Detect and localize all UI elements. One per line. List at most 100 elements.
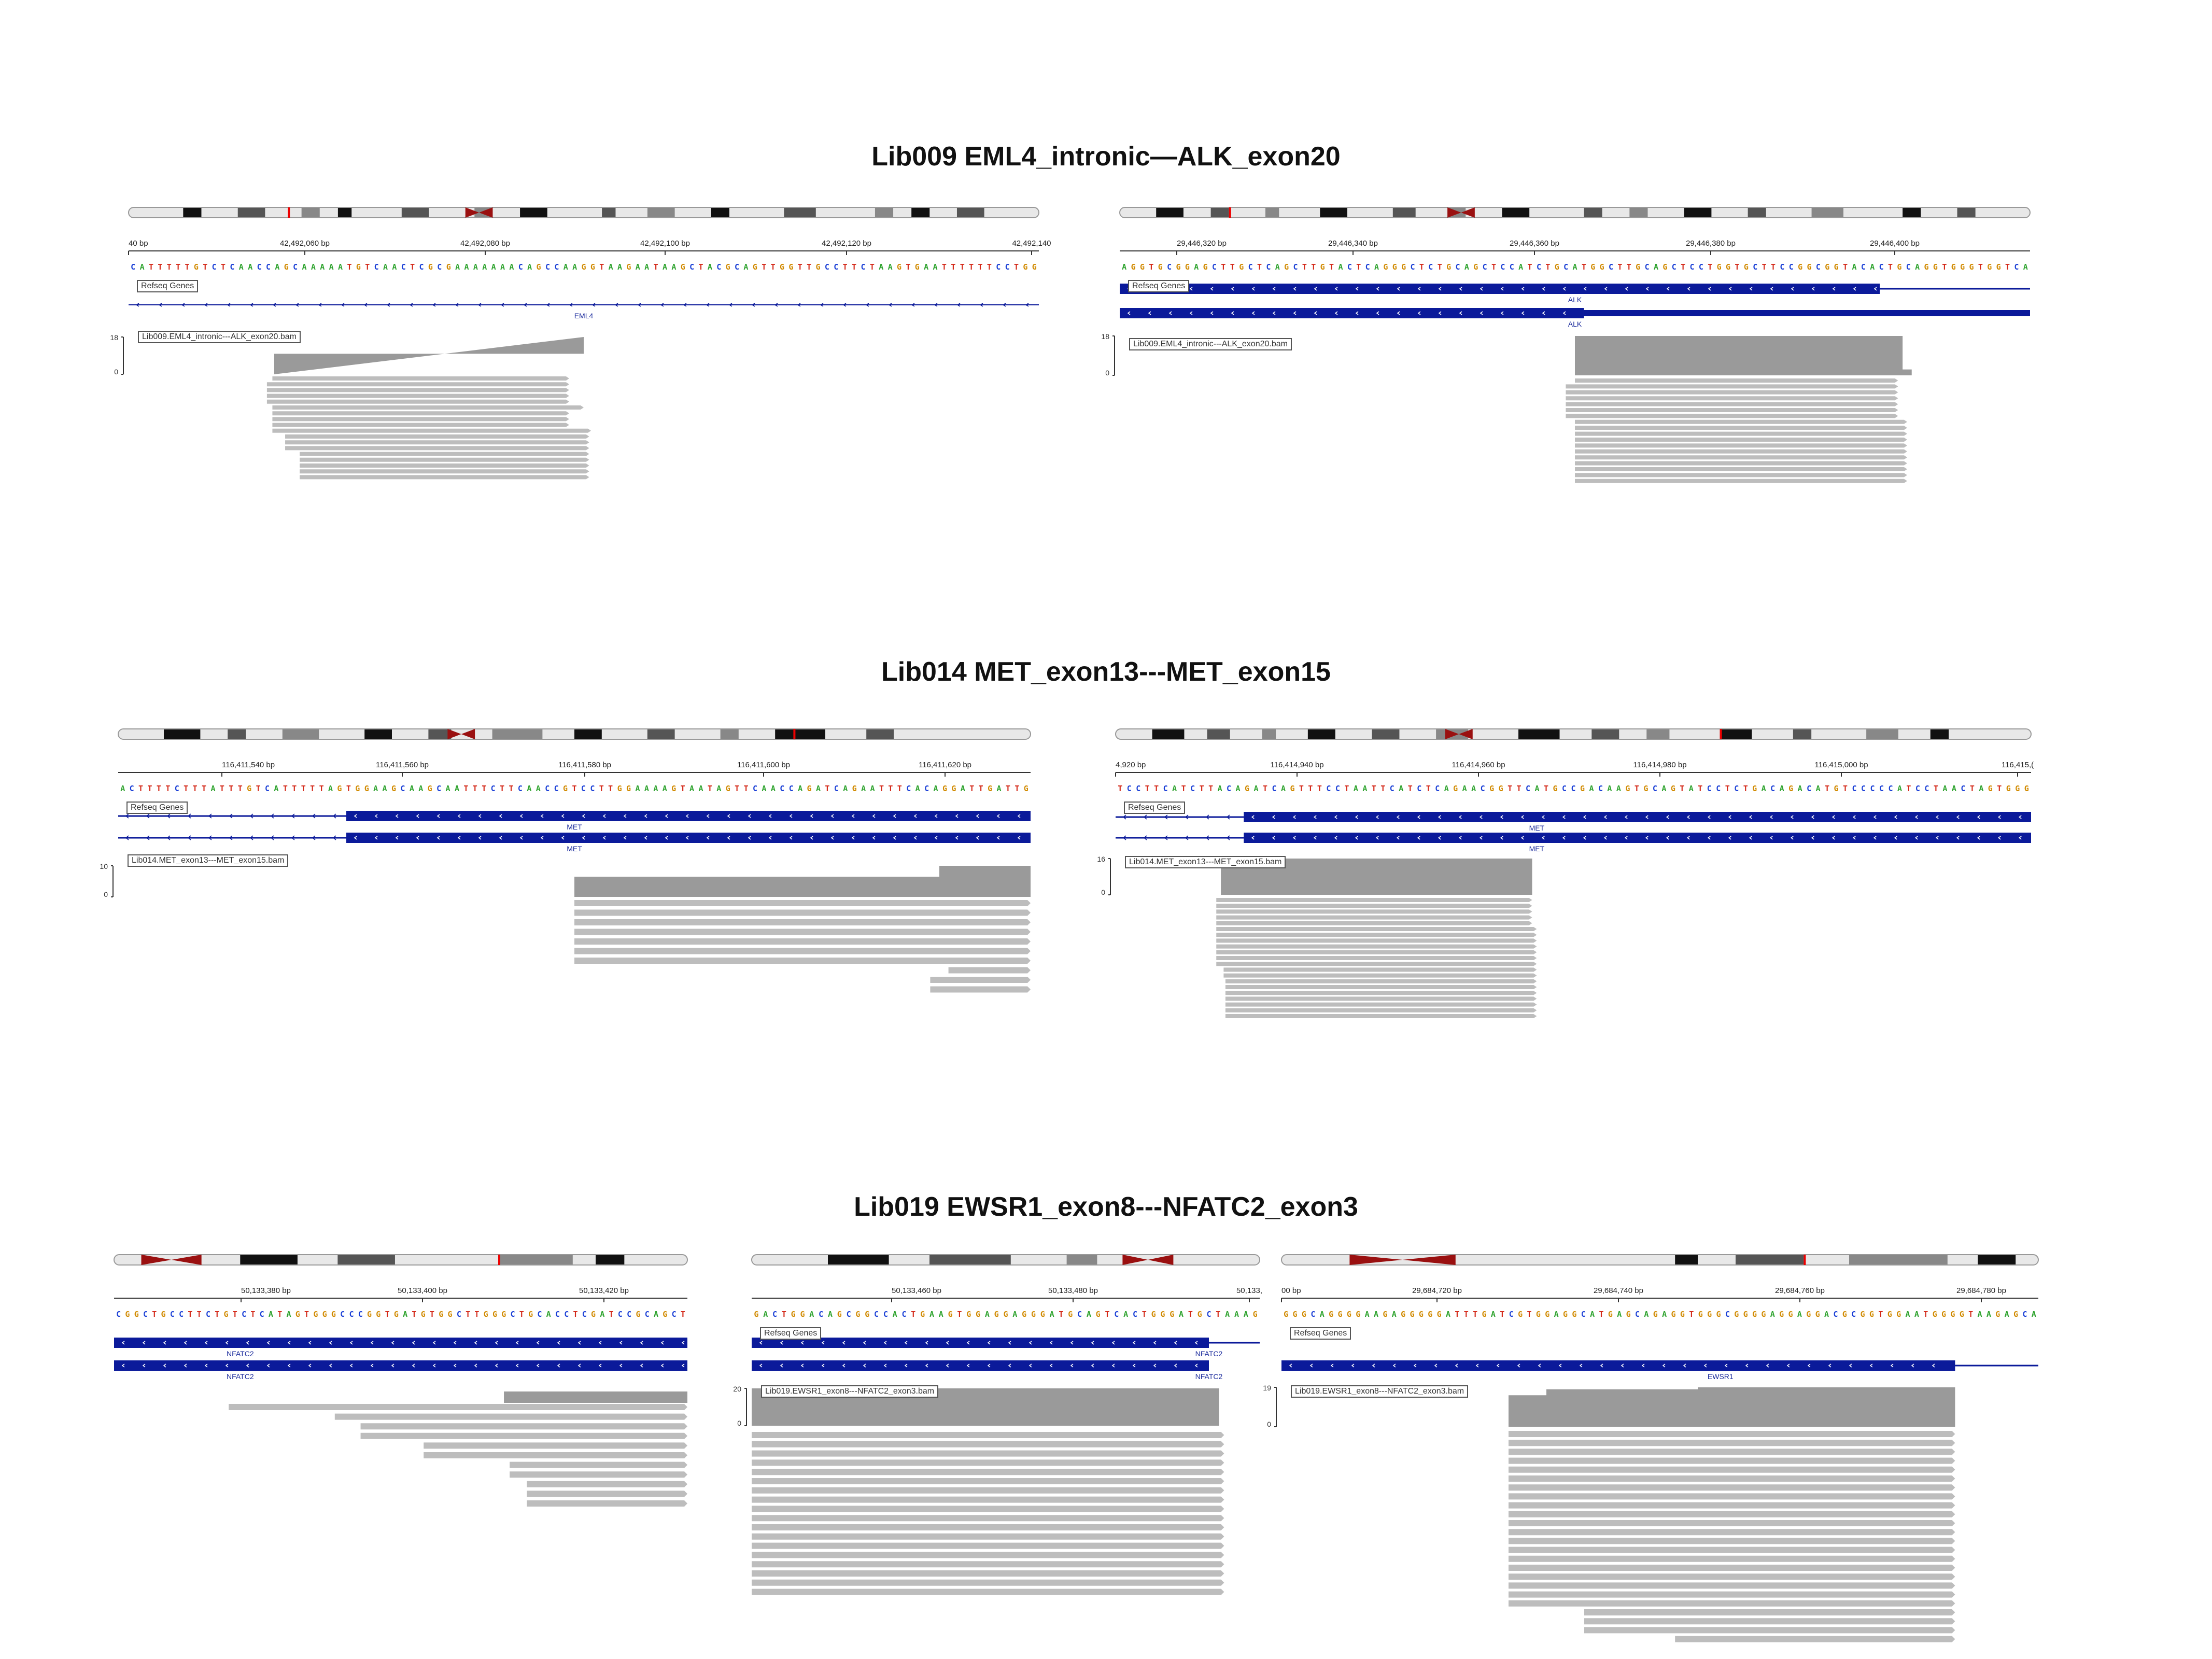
chromosome-ideogram[interactable] [1115,728,2032,740]
aligned-read[interactable] [1509,1449,1955,1455]
aligned-read[interactable] [1575,426,1907,430]
alignment-reads[interactable] [1566,378,1907,483]
aligned-read[interactable] [1566,408,1898,412]
aligned-read[interactable] [360,1423,687,1430]
aligned-read[interactable] [752,1561,1224,1568]
aligned-read[interactable] [1566,414,1898,418]
aligned-read[interactable] [752,1533,1224,1540]
aligned-read[interactable] [752,1515,1224,1522]
refseq-gene-track[interactable]: MET MET [118,811,1031,853]
aligned-read[interactable] [1509,1565,1955,1571]
aligned-read[interactable] [510,1461,687,1468]
aligned-read[interactable] [1225,1008,1537,1013]
aligned-read[interactable] [1509,1555,1955,1562]
aligned-read[interactable] [752,1450,1224,1457]
refseq-gene-track[interactable]: EWSR1 [1281,1360,2038,1381]
bam-track-label[interactable]: Lib014.MET_exon13---MET_exon15.bam [1125,856,1286,868]
aligned-read[interactable] [574,909,1031,916]
aligned-read[interactable] [266,399,569,404]
aligned-read[interactable] [285,440,589,445]
aligned-read[interactable] [574,958,1031,964]
aligned-read[interactable] [1509,1600,1955,1607]
aligned-read[interactable] [1509,1538,1955,1544]
aligned-read[interactable] [1216,962,1537,966]
refseq-genes-track-label[interactable]: Refseq Genes [1290,1327,1351,1340]
refseq-gene-track[interactable]: EML4 [129,303,1039,320]
aligned-read[interactable] [424,1442,687,1449]
aligned-read[interactable] [752,1478,1224,1484]
aligned-read[interactable] [334,1413,687,1420]
aligned-read[interactable] [1509,1529,1955,1536]
aligned-read[interactable] [1225,985,1537,989]
aligned-read[interactable] [1509,1484,1955,1491]
aligned-read[interactable] [752,1579,1224,1586]
alignment-reads[interactable] [574,900,1031,993]
bam-track-label[interactable]: Lib009.EML4_intronic---ALK_exon20.bam [1129,338,1292,350]
alignment-reads[interactable] [229,1391,687,1507]
aligned-read[interactable] [1509,1591,1955,1598]
aligned-read[interactable] [752,1506,1224,1512]
aligned-read[interactable] [1216,904,1532,908]
aligned-read[interactable] [1509,1431,1955,1437]
aligned-read[interactable] [1575,431,1907,436]
aligned-read[interactable] [1216,956,1537,960]
aligned-read[interactable] [574,929,1031,935]
aligned-read[interactable] [752,1459,1224,1466]
aligned-read[interactable] [1575,467,1907,471]
aligned-read[interactable] [1575,461,1907,466]
coverage-track[interactable]: 10 0 [100,862,1031,898]
aligned-read[interactable] [1575,419,1907,424]
aligned-read[interactable] [752,1441,1224,1447]
chromosome-ideogram[interactable] [751,1254,1260,1266]
aligned-read[interactable] [272,405,584,410]
aligned-read[interactable] [272,428,591,433]
aligned-read[interactable] [1584,1618,1955,1625]
aligned-read[interactable] [1216,933,1537,937]
aligned-read[interactable] [948,967,1031,974]
chromosome-ideogram[interactable] [128,207,1039,218]
chromosome-ideogram[interactable] [118,728,1031,740]
alignment-reads[interactable] [1509,1431,1955,1642]
aligned-read[interactable] [300,457,589,462]
aligned-read[interactable] [266,388,569,392]
aligned-read[interactable] [272,423,569,427]
aligned-read[interactable] [1509,1466,1955,1473]
aligned-read[interactable] [752,1432,1224,1438]
coverage-track[interactable]: 18 0 [1101,332,1912,377]
refseq-genes-track-label[interactable]: Refseq Genes [1128,280,1190,292]
aligned-read[interactable] [1216,938,1537,943]
aligned-read[interactable] [1566,390,1898,395]
aligned-read[interactable] [360,1432,687,1439]
aligned-read[interactable] [752,1469,1224,1475]
aligned-read[interactable] [1575,473,1907,477]
refseq-gene-track[interactable]: MET MET [1116,812,2031,853]
refseq-gene-track[interactable]: NFATC2 NFATC2 [752,1338,1260,1381]
aligned-read[interactable] [1509,1502,1955,1509]
aligned-read[interactable] [930,977,1031,983]
aligned-read[interactable] [1509,1475,1955,1482]
aligned-read[interactable] [752,1487,1224,1494]
aligned-read[interactable] [285,434,589,439]
aligned-read[interactable] [1216,921,1532,925]
chromosome-ideogram[interactable] [1281,1254,2039,1266]
chromosome-ideogram[interactable] [114,1254,688,1266]
aligned-read[interactable] [752,1496,1224,1503]
aligned-read[interactable] [1225,1002,1537,1007]
aligned-read[interactable] [1509,1582,1955,1589]
aligned-read[interactable] [1225,991,1537,995]
aligned-read[interactable] [1566,396,1898,401]
refseq-genes-track-label[interactable]: Refseq Genes [126,802,188,814]
aligned-read[interactable] [300,469,589,474]
aligned-read[interactable] [752,1542,1224,1549]
bam-track-label[interactable]: Lib019.EWSR1_exon8---NFATC2_exon3.bam [1291,1385,1469,1398]
aligned-read[interactable] [574,938,1031,945]
refseq-genes-track-label[interactable]: Refseq Genes [1124,802,1186,814]
alignment-reads[interactable] [1216,898,1537,1018]
aligned-read[interactable] [300,463,589,468]
aligned-read[interactable] [527,1500,687,1507]
aligned-read[interactable] [1216,950,1537,954]
aligned-read[interactable] [272,411,569,416]
aligned-read[interactable] [574,948,1031,954]
aligned-read[interactable] [752,1524,1224,1530]
aligned-read[interactable] [1566,384,1898,389]
